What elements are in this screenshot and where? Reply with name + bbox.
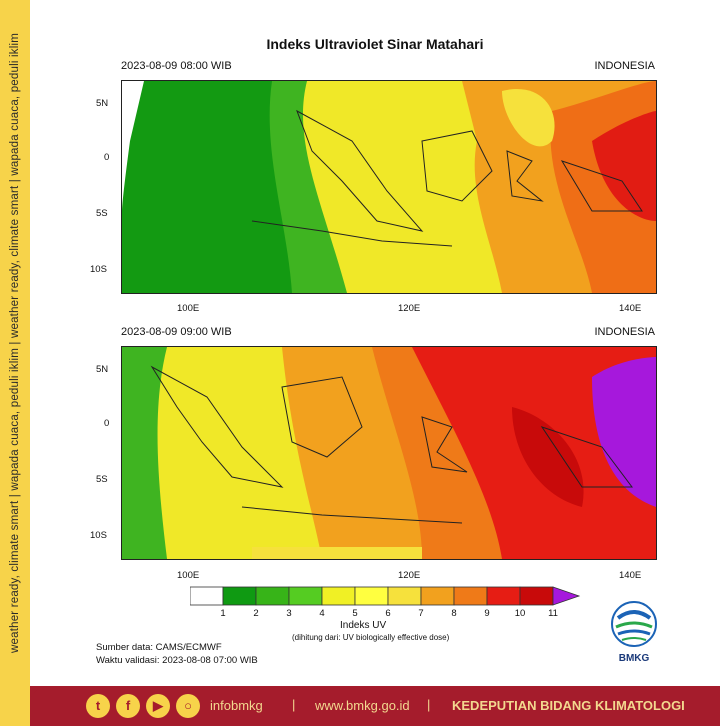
p2-lat-0: 0 bbox=[104, 418, 110, 429]
colorbar-segment bbox=[420, 586, 455, 606]
facebook-icon[interactable]: f bbox=[116, 694, 140, 718]
p1-lon-140e: 140E bbox=[619, 303, 642, 314]
colorbar-tick-label: 10 bbox=[514, 608, 526, 619]
twitter-icon[interactable]: t bbox=[86, 694, 110, 718]
p1-lon-100e: 100E bbox=[177, 303, 200, 314]
colorbar-tick-label: 6 bbox=[385, 608, 391, 619]
page-title: Indeks Ultraviolet Sinar Matahari bbox=[266, 36, 484, 52]
panel1-timestamp: 2023-08-09 08:00 WIB bbox=[121, 60, 232, 72]
footer-bar: t f ▶ ○ infobmkg | www.bmkg.go.id | KEDE… bbox=[0, 686, 720, 726]
validation-time: Waktu validasi: 2023-08-08 07:00 WIB bbox=[96, 655, 258, 666]
p2-lon-140e: 140E bbox=[619, 570, 642, 581]
footer-inner bbox=[30, 686, 720, 726]
data-source: Sumber data: CAMS/ECMWF bbox=[96, 642, 222, 653]
colorbar-segment bbox=[190, 586, 224, 606]
logo-text: BMKG bbox=[618, 653, 650, 664]
p1-lat-5n: 5N bbox=[96, 98, 109, 109]
uv-map-0900 bbox=[121, 346, 657, 560]
footer-separator-1: | bbox=[292, 697, 296, 712]
uv-map-0800 bbox=[121, 80, 657, 294]
colorbar-tick-label: 5 bbox=[352, 608, 358, 619]
p1-lat-0: 0 bbox=[104, 152, 110, 163]
colorbar-subtitle: (dihitung dari: UV biologically effectiv… bbox=[292, 633, 450, 642]
colorbar-segment bbox=[321, 586, 356, 606]
colorbar-tick-label: 7 bbox=[418, 608, 424, 619]
social-handle[interactable]: infobmkg bbox=[210, 698, 263, 713]
colorbar-segment bbox=[387, 586, 422, 606]
p1-lat-10s: 10S bbox=[90, 264, 107, 275]
colorbar-tick-label: 4 bbox=[319, 608, 325, 619]
colorbar-segment bbox=[255, 586, 290, 606]
panel2-region: INDONESIA bbox=[594, 326, 655, 338]
p2-lat-5n: 5N bbox=[96, 364, 109, 375]
department-name: KEDEPUTIAN BIDANG KLIMATOLOGI bbox=[452, 698, 685, 713]
sidebar-slogan: weather ready, climate smart | wapada cu… bbox=[9, 33, 21, 653]
p2-lat-10s: 10S bbox=[90, 530, 107, 541]
sidebar-stripe: weather ready, climate smart | wapada cu… bbox=[0, 0, 30, 686]
colorbar-segment bbox=[354, 586, 389, 606]
colorbar-segment bbox=[288, 586, 323, 606]
p2-lat-5s: 5S bbox=[96, 474, 108, 485]
uv-colorbar bbox=[190, 586, 581, 606]
colorbar-tick-label: 3 bbox=[286, 608, 292, 619]
youtube-icon[interactable]: ▶ bbox=[146, 694, 170, 718]
colorbar-tick-label: 1 bbox=[220, 608, 226, 619]
panel2-timestamp: 2023-08-09 09:00 WIB bbox=[121, 326, 232, 338]
instagram-icon[interactable]: ○ bbox=[176, 694, 200, 718]
colorbar-segment bbox=[552, 586, 581, 606]
p1-lon-120e: 120E bbox=[398, 303, 421, 314]
p2-lon-120e: 120E bbox=[398, 570, 421, 581]
colorbar-segment bbox=[222, 586, 257, 606]
footer-separator-2: | bbox=[427, 697, 431, 712]
p2-lon-100e: 100E bbox=[177, 570, 200, 581]
p1-lat-5s: 5S bbox=[96, 208, 108, 219]
colorbar-segment bbox=[486, 586, 521, 606]
footer-yellow-edge bbox=[0, 686, 30, 726]
colorbar-title: Indeks UV bbox=[340, 620, 387, 631]
bmkg-logo: BMKG bbox=[610, 600, 658, 664]
panel1-region: INDONESIA bbox=[594, 60, 655, 72]
colorbar-tick-label: 8 bbox=[451, 608, 457, 619]
colorbar-segment bbox=[453, 586, 488, 606]
colorbar-tick-label: 2 bbox=[253, 608, 259, 619]
website-link[interactable]: www.bmkg.go.id bbox=[315, 698, 410, 713]
colorbar-tick-label: 9 bbox=[484, 608, 490, 619]
colorbar-tick-label: 11 bbox=[548, 608, 558, 619]
colorbar-segment bbox=[519, 586, 554, 606]
